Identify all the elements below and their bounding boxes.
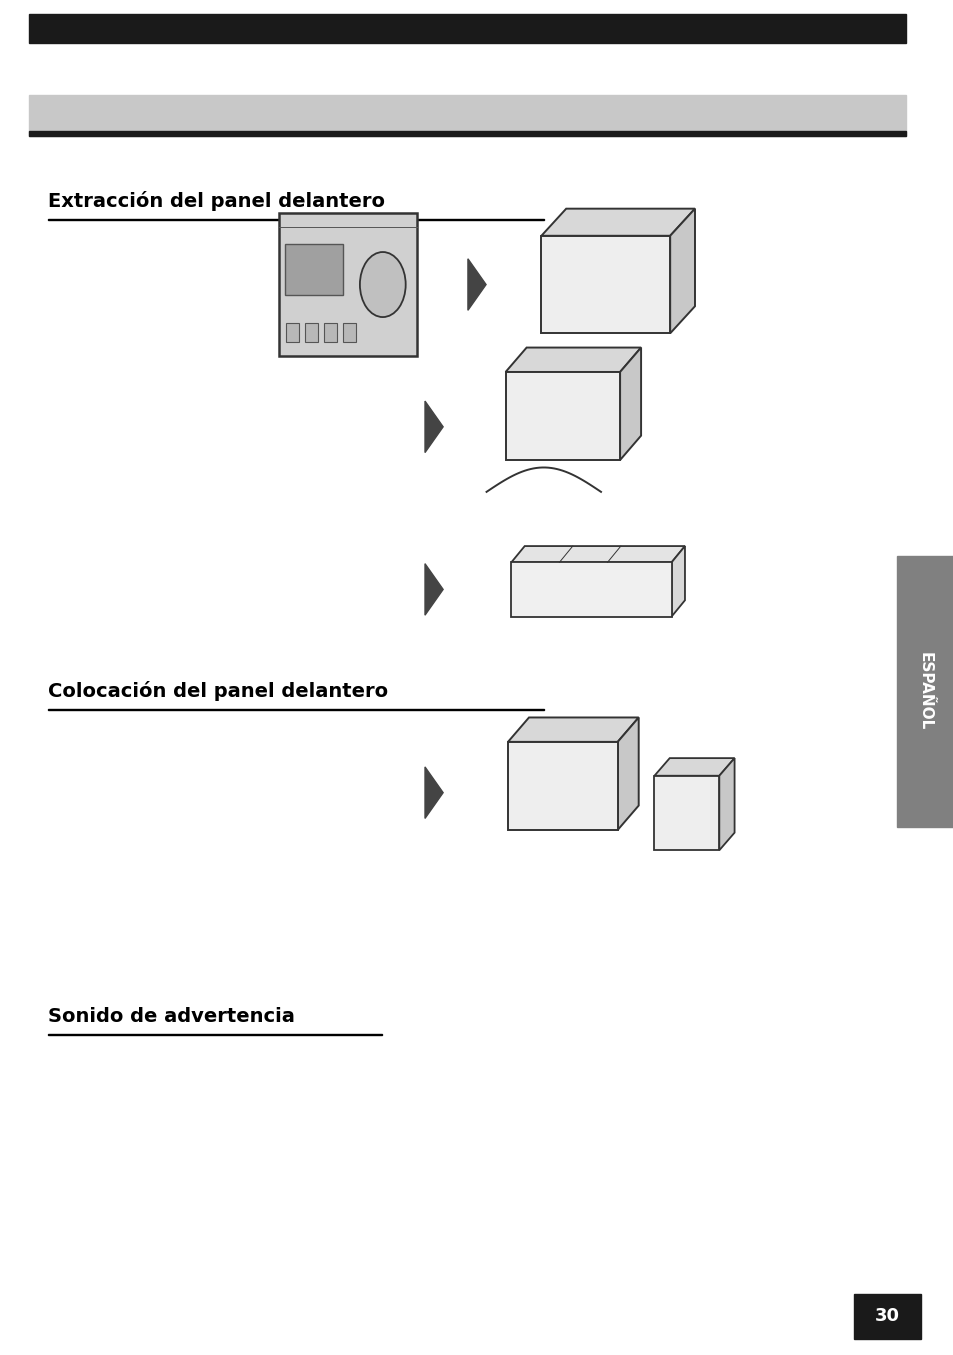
Polygon shape: [511, 546, 684, 562]
Text: Extracción del panel delantero: Extracción del panel delantero: [48, 191, 384, 210]
Bar: [654, 775, 719, 851]
Bar: [286, 324, 298, 341]
Polygon shape: [719, 759, 734, 851]
Polygon shape: [619, 347, 640, 459]
Text: ESPAÑOL: ESPAÑOL: [917, 652, 932, 730]
Polygon shape: [424, 767, 442, 818]
Bar: [896, 556, 953, 827]
Polygon shape: [507, 718, 638, 743]
Bar: [29, 95, 905, 136]
Bar: [541, 236, 669, 333]
Polygon shape: [424, 564, 442, 615]
Polygon shape: [467, 259, 485, 310]
Bar: [305, 324, 318, 341]
Circle shape: [359, 252, 405, 317]
Bar: [29, 14, 905, 43]
Bar: [323, 324, 336, 341]
Text: Sonido de advertencia: Sonido de advertencia: [48, 1007, 294, 1026]
Polygon shape: [669, 209, 694, 333]
Text: Protección contra robo: Protección contra robo: [48, 104, 335, 123]
Bar: [853, 1294, 920, 1339]
Bar: [29, 131, 905, 136]
Bar: [507, 743, 618, 829]
Polygon shape: [671, 546, 684, 617]
Text: Colocación del panel delantero: Colocación del panel delantero: [48, 682, 388, 701]
Bar: [505, 371, 619, 459]
Text: 30: 30: [874, 1308, 899, 1325]
Bar: [278, 213, 417, 355]
Bar: [511, 562, 671, 617]
Polygon shape: [541, 209, 694, 236]
Polygon shape: [654, 759, 734, 775]
Bar: [343, 324, 356, 341]
Polygon shape: [505, 347, 640, 371]
Bar: [284, 244, 342, 295]
Polygon shape: [424, 401, 442, 453]
Polygon shape: [618, 718, 638, 829]
